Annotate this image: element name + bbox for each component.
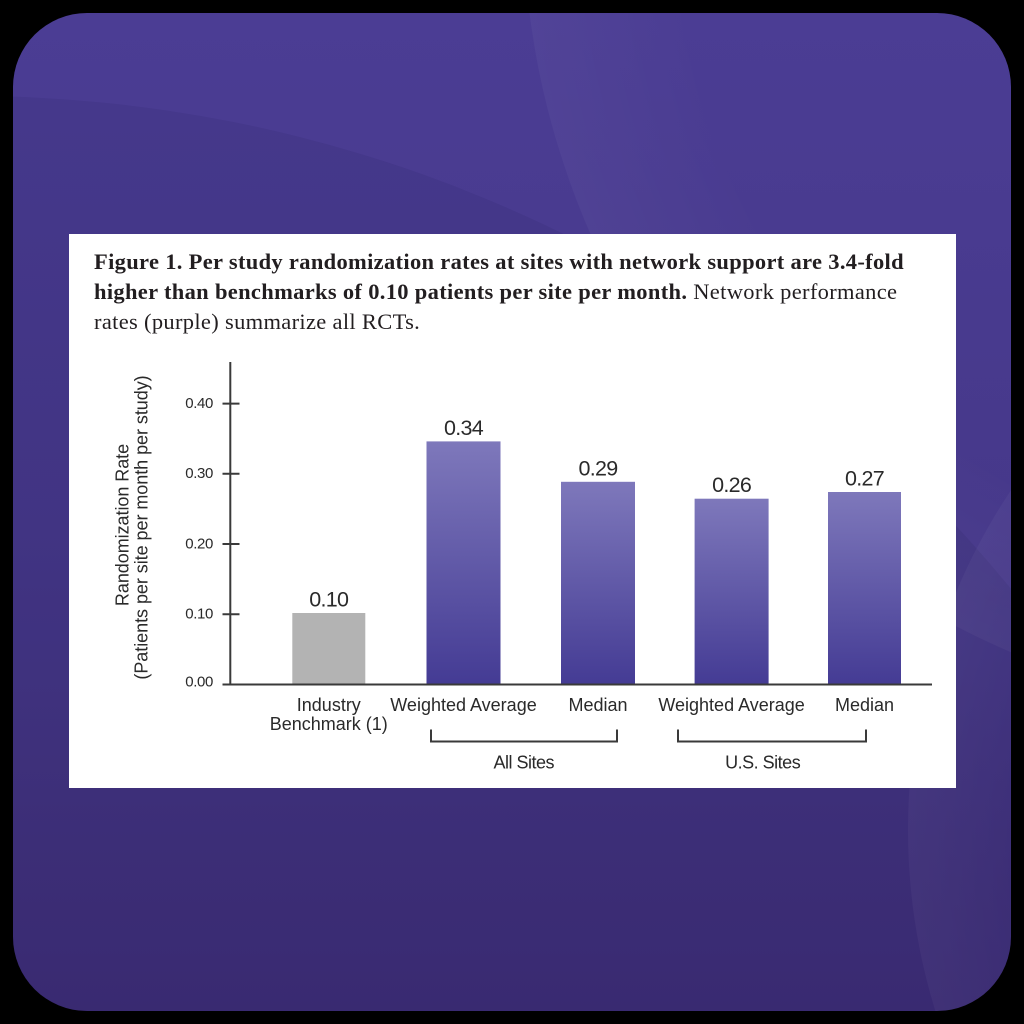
svg-text:0.10: 0.10 (309, 588, 349, 612)
svg-text:0.27: 0.27 (845, 467, 884, 491)
svg-text:0.26: 0.26 (712, 473, 752, 497)
svg-text:0.40: 0.40 (185, 395, 213, 412)
svg-text:Randomization Rate: Randomization Rate (113, 444, 133, 606)
svg-text:0.30: 0.30 (185, 465, 213, 482)
svg-text:All Sites: All Sites (494, 753, 555, 773)
svg-text:Median: Median (835, 695, 894, 715)
svg-text:U.S. Sites: U.S. Sites (725, 753, 801, 773)
svg-text:Benchmark (1): Benchmark (1) (270, 714, 388, 734)
svg-text:Median: Median (568, 695, 627, 715)
svg-text:Industry: Industry (297, 695, 361, 715)
svg-text:Weighted Average: Weighted Average (390, 695, 536, 715)
svg-text:0.00: 0.00 (185, 674, 213, 691)
svg-text:0.34: 0.34 (444, 416, 484, 440)
svg-text:0.20: 0.20 (185, 535, 213, 552)
svg-text:0.10: 0.10 (185, 606, 213, 623)
svg-text:Weighted Average: Weighted Average (658, 695, 804, 715)
svg-text:(Patients per site per month p: (Patients per site per month per study) (132, 375, 152, 679)
svg-text:0.29: 0.29 (578, 456, 617, 480)
